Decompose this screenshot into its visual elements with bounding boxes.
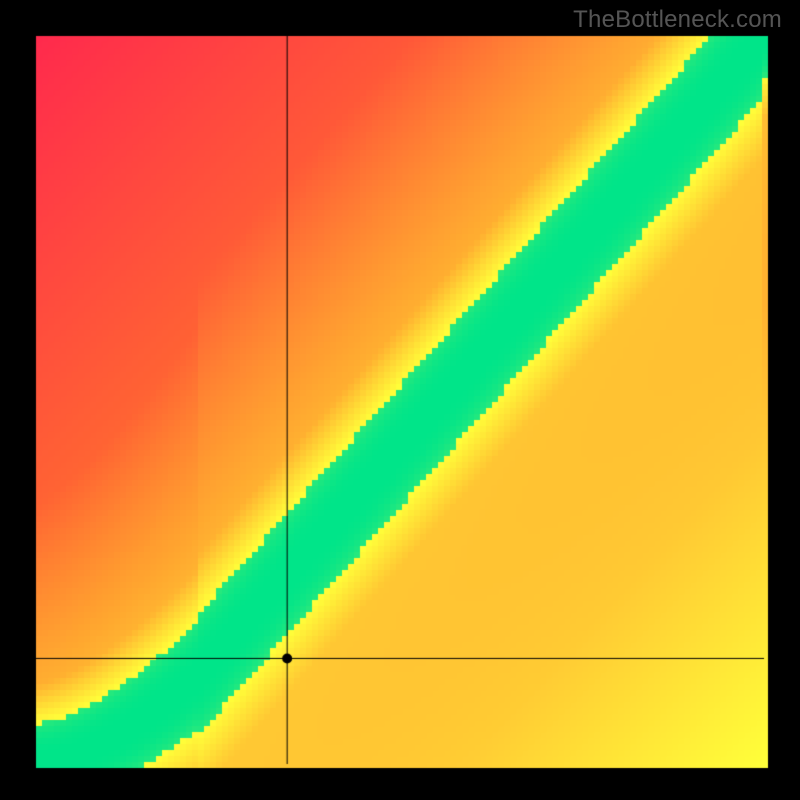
- bottleneck-heatmap: [0, 0, 800, 800]
- chart-container: TheBottleneck.com: [0, 0, 800, 800]
- watermark-text: TheBottleneck.com: [573, 6, 782, 34]
